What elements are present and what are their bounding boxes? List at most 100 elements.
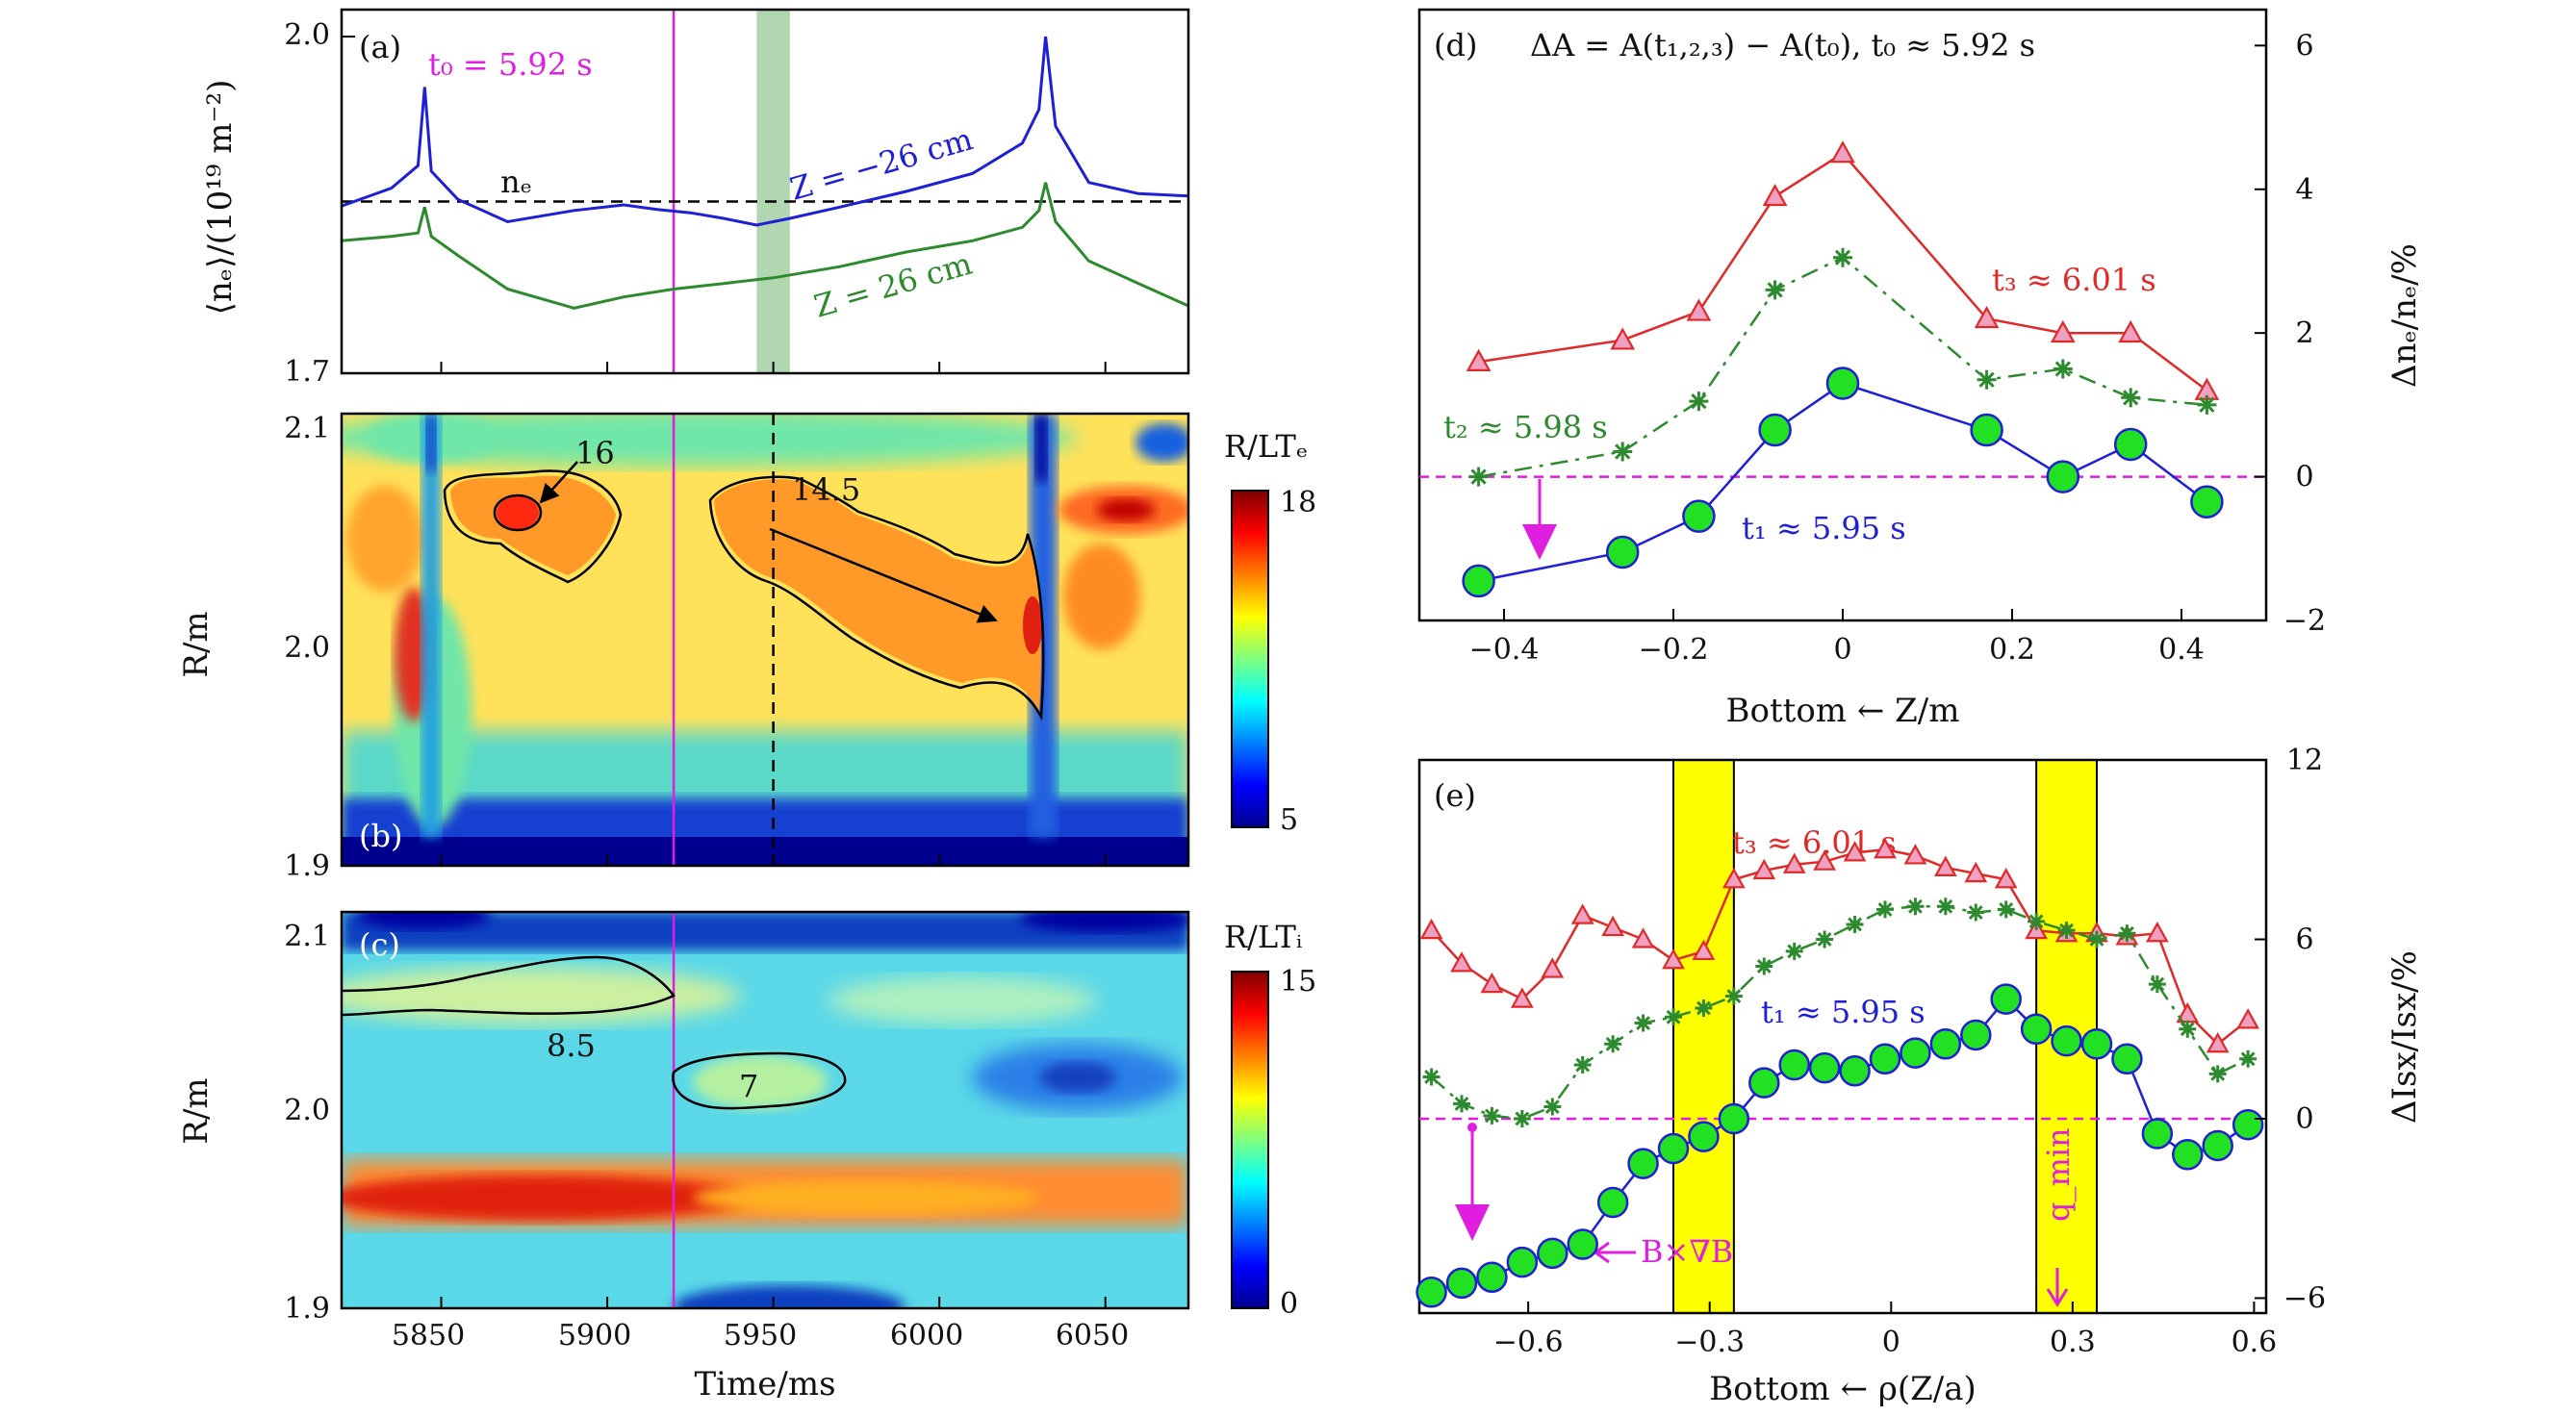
- point-e-t1: [1506, 1246, 1539, 1278]
- panel-d-label: (d): [1434, 27, 1477, 63]
- point-e-t2: [2208, 1065, 2227, 1083]
- point-d-t2: [2053, 359, 2073, 379]
- panel-e-xlabel: Bottom ← ρ(Z/a): [1709, 1370, 1976, 1408]
- panel-e-yellow-band-0: [1672, 759, 1735, 1314]
- point-e-t2: [1665, 1008, 1682, 1026]
- point-e-t2: [2028, 912, 2046, 930]
- panel-e-ytick-3: 12: [2286, 744, 2323, 777]
- panel-d-ylabel: Δnₑ/nₑ/%: [2385, 243, 2424, 388]
- point-e-t2: [1936, 898, 1954, 916]
- panel-a-shaded-band: [756, 10, 790, 373]
- panel-b: (b) 16 14.5 1.9 2.0 2.1 R/m R/LTₑ 18 5: [177, 412, 1316, 883]
- panel-e-ylabel: ΔIsx/Isx/%: [2385, 950, 2424, 1124]
- contour-label-8-5: 8.5: [547, 1027, 596, 1064]
- point-e-t2: [2057, 922, 2076, 940]
- point-d-t3: [1610, 327, 1636, 350]
- panel-d-xlabel: Bottom ← Z/m: [1726, 692, 1960, 730]
- panel-e-xtick-4: 0.6: [2232, 1326, 2278, 1359]
- point-e-t2: [1846, 915, 1864, 933]
- panel-c-frame: [340, 910, 1190, 1310]
- point-e-t1: [1990, 983, 2022, 1015]
- series-line-z-26: [341, 182, 1189, 310]
- point-e-t3: [1692, 939, 1716, 961]
- panel-d-ytick-1: 0: [2295, 461, 2313, 494]
- contour-14-5: [708, 475, 1045, 721]
- point-e-t3: [1843, 841, 1867, 862]
- point-e-t3: [1510, 987, 1534, 1008]
- point-e-t2: [1876, 900, 1894, 919]
- panel-b-arrow-16: [539, 461, 578, 504]
- panel-d-xtick-3: 0.2: [1989, 633, 2035, 667]
- panel-d-ytick-3: 4: [2295, 173, 2313, 207]
- point-e-t1: [1567, 1228, 1598, 1260]
- panel-a-t0-label: t₀ = 5.92 s: [428, 46, 593, 83]
- colorbar-c-tick-min: 0: [1280, 1287, 1298, 1321]
- point-d-t3: [1762, 183, 1788, 207]
- point-d-t3: [1974, 305, 2000, 329]
- panel-b-ylabel: R/m: [177, 611, 216, 677]
- point-e-t2: [1997, 900, 2015, 919]
- point-e-t1: [2111, 1043, 2143, 1075]
- point-e-t1: [2172, 1139, 2204, 1171]
- annotation-qmin-arrow: [2046, 1268, 2069, 1307]
- point-e-t2: [1483, 1106, 1501, 1125]
- panel-c-xtick-1: 5900: [558, 1319, 631, 1353]
- point-e-t1: [1718, 1102, 1750, 1135]
- point-e-t1: [1688, 1121, 1720, 1152]
- colorbar-b-tick-max: 18: [1280, 486, 1316, 519]
- point-e-t2: [2239, 1049, 2257, 1068]
- point-e-t2: [2148, 975, 2166, 994]
- panel-e-xtick-2: 0: [1882, 1326, 1900, 1359]
- panel-d-ytick-4: 6: [2295, 29, 2313, 63]
- panel-d-ytick-0: −2: [2283, 604, 2326, 638]
- point-e-t3: [1480, 972, 1504, 994]
- colorbar-b-label: R/LTₑ: [1224, 428, 1308, 465]
- point-e-t3: [1994, 868, 2018, 889]
- point-e-t1: [2020, 1013, 2053, 1045]
- colorbar-b: [1231, 490, 1269, 828]
- panel-b-heatmap: [342, 414, 1188, 866]
- point-e-t2: [1513, 1109, 1531, 1127]
- panel-a-label: (a): [359, 29, 401, 65]
- point-d-t2: [1765, 280, 1785, 300]
- point-e-t3: [2145, 922, 2169, 943]
- point-e-t1: [1778, 1049, 1810, 1081]
- panel-a-ytick-0: 1.7: [284, 355, 330, 389]
- point-e-t1: [1416, 1276, 1447, 1308]
- contour-16-inner: [493, 493, 543, 532]
- point-d-t2: [2197, 394, 2217, 415]
- point-e-t3: [1631, 927, 1655, 948]
- point-e-t3: [1450, 951, 1473, 973]
- panel-d-magenta-arrowhead: [1522, 524, 1557, 560]
- point-d-t3: [1686, 298, 1712, 321]
- panel-b-ytick-0: 1.9: [284, 849, 330, 883]
- contour-label-14-5: 14.5: [792, 471, 860, 508]
- point-e-t2: [1967, 903, 1985, 922]
- point-e-t3: [1662, 948, 1685, 970]
- panel-c-ytick-2: 2.1: [284, 920, 330, 953]
- panel-e-xtick-1: −0.3: [1674, 1326, 1745, 1359]
- panel-e: (e) Bottom ← ρ(Z/a) ΔIsx/Isx/% t₃ ≈ 6.01…: [1416, 744, 2424, 1408]
- point-d-t1: [1682, 499, 1716, 533]
- point-e-t3: [1782, 852, 1806, 873]
- point-e-t3: [1752, 858, 1776, 880]
- colorbar-c-label: R/LTᵢ: [1224, 919, 1302, 955]
- point-d-t2: [1613, 442, 1633, 462]
- point-d-t1: [1462, 564, 1495, 598]
- panel-e-magenta-arrowhead: [1455, 1204, 1490, 1241]
- point-d-t3: [2118, 319, 2144, 343]
- panel-c-heatmap: [342, 912, 1188, 1308]
- panel-c: (c) 8.5 7 1.9 2.0 2.1 R/m 5850 5900 5950…: [177, 910, 1316, 1403]
- point-e-t1: [1900, 1037, 1931, 1069]
- annotation-qmin: q_min: [2040, 1127, 2077, 1222]
- panel-a-ytick-1: 2.0: [284, 18, 330, 52]
- point-d-t1: [1825, 367, 1860, 400]
- point-e-t2: [2118, 924, 2136, 943]
- point-e-t2: [1695, 999, 1713, 1017]
- contour-7: [672, 1051, 847, 1110]
- point-e-t1: [2141, 1118, 2174, 1150]
- legend-label-e-t3: t₃ ≈ 6.01 s: [1732, 824, 1897, 861]
- point-e-t3: [1601, 915, 1625, 937]
- point-d-t2: [2121, 388, 2141, 408]
